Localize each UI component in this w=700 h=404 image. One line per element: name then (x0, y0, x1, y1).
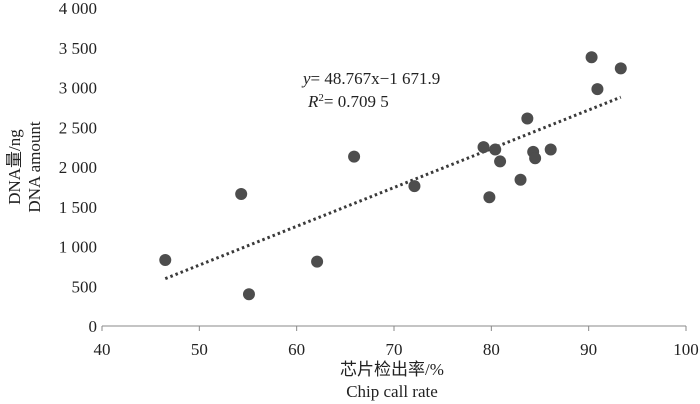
x-tick-label: 100 (673, 340, 699, 359)
trendline (164, 95, 622, 281)
data-point (591, 83, 604, 96)
y-tick-label: 1 000 (59, 238, 97, 257)
x-tick-label: 70 (386, 340, 403, 359)
data-point (614, 62, 627, 75)
data-point (544, 143, 557, 156)
y-axis-label-en: DNA amount (25, 121, 44, 212)
y-tick-label: 500 (72, 277, 98, 296)
y-axis-ticks: 0 500 1 000 1 500 2 000 2 500 3 000 3 500 4 000 (59, 0, 97, 336)
y-tick-label: 3 000 (59, 79, 97, 98)
x-tick-label: 60 (288, 340, 305, 359)
x-tick-label: 40 (94, 340, 111, 359)
data-point (477, 141, 490, 154)
x-tick-label: 90 (580, 340, 597, 359)
x-axis-ticks: 40 50 60 70 80 90 100 (94, 326, 699, 359)
r-squared: R2= 0.709 5 (307, 92, 389, 111)
equation-variable: y (301, 69, 311, 88)
y-tick-label: 4 000 (59, 0, 97, 18)
y-tick-label: 3 500 (59, 39, 97, 58)
y-tick-label: 2 000 (59, 158, 97, 177)
data-points (159, 51, 627, 301)
trendline-group (164, 95, 622, 281)
data-point (235, 188, 248, 201)
data-point (159, 254, 172, 267)
regression-equation: y= 48.767x−1 671.9 (301, 69, 440, 88)
r-squared-variable: R (307, 92, 319, 111)
x-axis-label-en: Chip call rate (346, 382, 438, 401)
data-point (521, 112, 534, 125)
data-point (242, 288, 255, 301)
data-point (311, 255, 324, 268)
y-tick-label: 2 500 (59, 118, 97, 137)
y-axis-label: DNA量/ng (5, 129, 24, 205)
x-tick-label: 50 (191, 340, 208, 359)
equation-body: = 48.767x−1 671.9 (311, 69, 441, 88)
x-axis-label: 芯片检出率/% (340, 360, 444, 379)
y-tick-label: 1 500 (59, 198, 97, 217)
x-tick-label: 80 (483, 340, 500, 359)
data-point (514, 173, 527, 186)
data-point (494, 155, 507, 168)
data-point (585, 51, 598, 64)
data-point (483, 191, 496, 204)
data-point (489, 143, 502, 156)
y-tick-label: 0 (89, 317, 98, 336)
data-point (529, 152, 542, 165)
data-point (408, 180, 421, 193)
data-point (348, 150, 361, 163)
r-squared-value: = 0.709 5 (324, 92, 389, 111)
r-squared-superscript: 2 (318, 92, 324, 104)
